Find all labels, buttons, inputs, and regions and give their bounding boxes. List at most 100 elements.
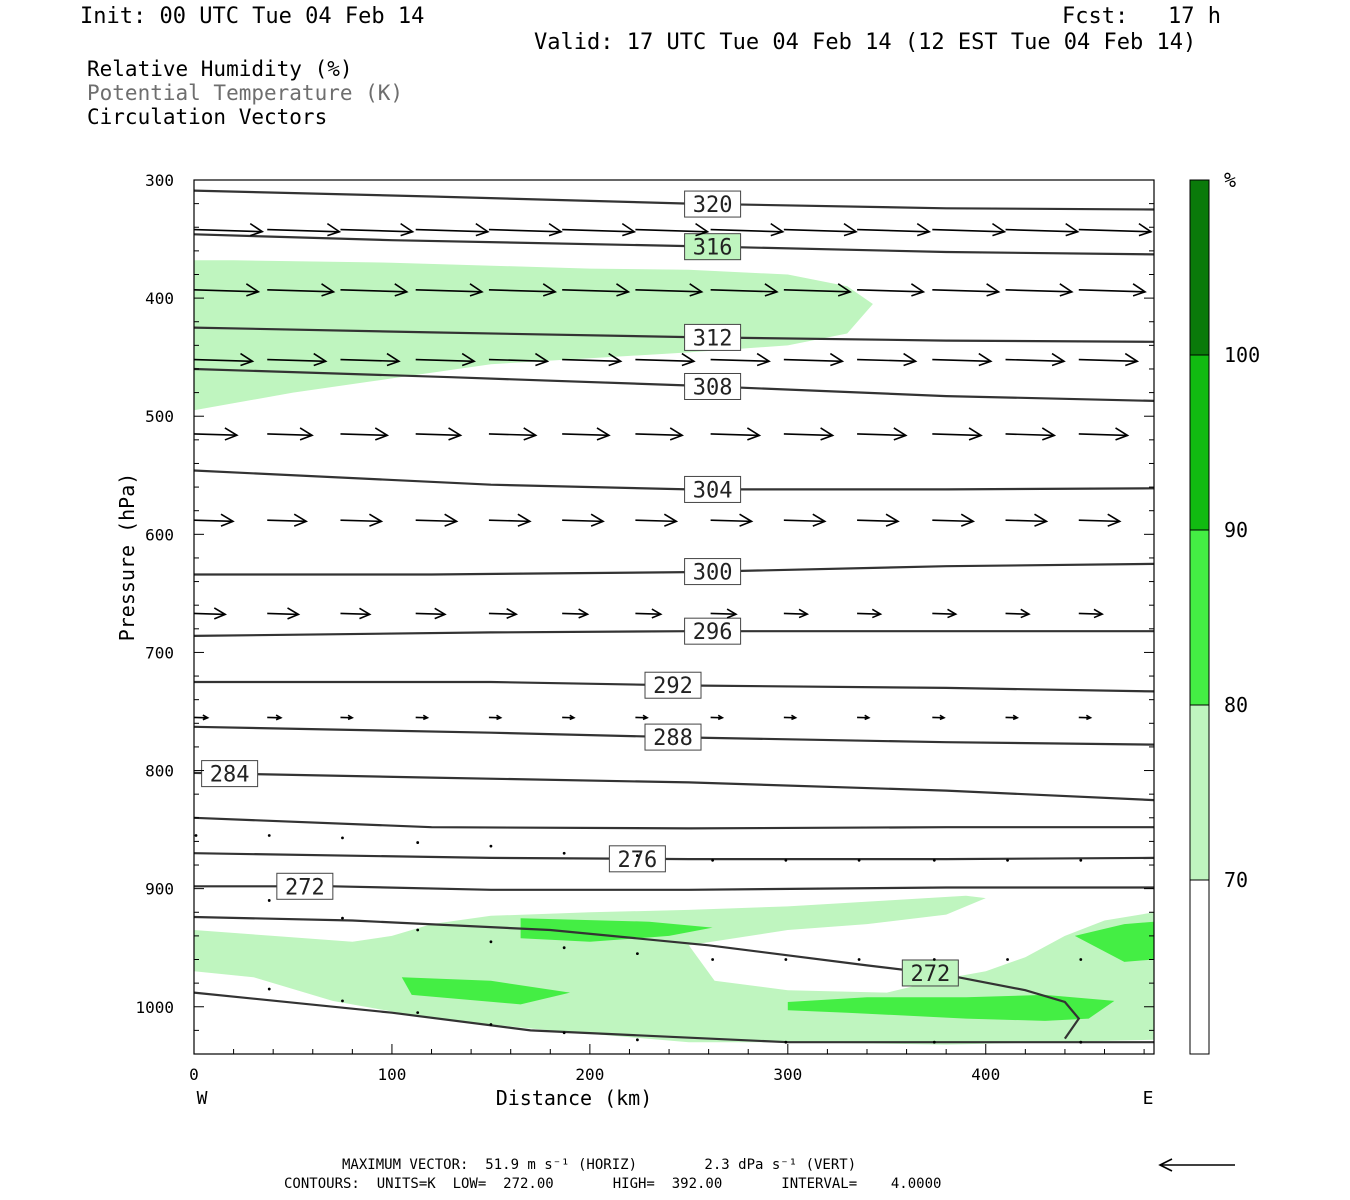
vector-arrow xyxy=(488,519,530,523)
contour-label: 272 xyxy=(910,962,950,987)
contour-label: 316 xyxy=(693,236,733,261)
vector-arrow xyxy=(1005,228,1078,233)
colorbar-label: 90 xyxy=(1224,518,1248,542)
vector-arrow-head xyxy=(542,283,558,297)
vector-arrow-head xyxy=(1132,283,1147,297)
vector-arrow xyxy=(415,433,461,437)
vector-arrow xyxy=(340,289,407,293)
y-tick-label: 800 xyxy=(145,762,174,781)
vector-arrow-head xyxy=(249,222,265,237)
vector-arrow xyxy=(340,358,399,363)
x-end-label-east: E xyxy=(1143,1088,1154,1109)
rh-region-80 xyxy=(520,918,713,942)
theta-contour-line xyxy=(193,771,1155,802)
vector-arrow-head xyxy=(947,608,958,619)
colorbar-label: 100 xyxy=(1224,343,1260,367)
vector-arrow-head xyxy=(359,607,372,620)
vector-arrow xyxy=(783,358,843,363)
vector-arrow xyxy=(1078,289,1146,293)
vector-dot xyxy=(489,940,493,944)
vector-arrow-head xyxy=(986,283,1001,297)
vector-arrow-head xyxy=(992,222,1007,237)
vector-arrow xyxy=(1078,433,1128,437)
vector-arrow xyxy=(415,519,457,523)
vector-dot xyxy=(636,1038,639,1042)
vector-dot xyxy=(562,851,566,855)
vector-arrow-head xyxy=(224,427,239,441)
vector-dot xyxy=(1006,858,1009,862)
theta-contour-line xyxy=(193,852,1155,861)
vector-arrow xyxy=(340,612,370,616)
vector-arrow-head xyxy=(968,427,983,441)
vector-arrow-head xyxy=(523,427,538,441)
vector-arrow-head xyxy=(475,222,490,237)
vector-arrow-head xyxy=(1107,513,1122,527)
vector-arrow-head xyxy=(885,513,900,527)
vector-arrow xyxy=(635,228,708,233)
contour-label-box xyxy=(201,760,259,788)
vector-arrow xyxy=(932,519,974,523)
vector-dot xyxy=(416,841,420,844)
vector-arrow-head xyxy=(220,513,235,527)
vector-dot xyxy=(562,946,566,950)
contour-label: 300 xyxy=(693,561,733,586)
contour-label: 312 xyxy=(693,326,733,351)
vector-arrow-head xyxy=(746,427,762,441)
vector-arrow xyxy=(193,612,226,616)
vector-arrow-head xyxy=(578,608,590,619)
valid-time: Valid: 17 UTC Tue 04 Feb 14 (12 EST Tue … xyxy=(534,30,1197,55)
vector-dot xyxy=(932,958,936,961)
contour-label: 292 xyxy=(653,674,693,699)
colorbar-segment xyxy=(1189,179,1210,356)
vector-arrow-head xyxy=(240,352,255,367)
vector-arrow-head xyxy=(681,352,696,367)
vector-arrow xyxy=(635,289,702,293)
vector-arrow-head xyxy=(434,607,447,620)
vector-arrow xyxy=(783,612,808,615)
vector-dot xyxy=(1006,958,1009,961)
legend-rh: Relative Humidity (%) xyxy=(87,57,353,81)
vector-arrow-head xyxy=(739,513,754,527)
y-tick-label: 300 xyxy=(145,171,174,190)
vector-arrow xyxy=(267,289,334,293)
vector-arrow xyxy=(562,612,588,616)
theta-contour-line xyxy=(193,630,1154,637)
vector-arrow xyxy=(710,289,777,293)
colorbar-segment xyxy=(1189,704,1210,881)
vector-arrow xyxy=(1005,433,1055,437)
colorbar-unit: % xyxy=(1224,168,1236,192)
vector-arrow-head xyxy=(717,714,725,721)
contour-label: 308 xyxy=(693,375,733,400)
y-tick-label: 500 xyxy=(145,407,174,426)
vector-arrow xyxy=(415,358,475,363)
vector-arrow-head xyxy=(689,283,704,297)
vector-arrow-head xyxy=(642,714,649,721)
vector-arrow-head xyxy=(1085,714,1093,721)
vector-arrow-head xyxy=(695,222,710,237)
vector-arrow-head xyxy=(313,352,328,367)
y-tick-label: 1000 xyxy=(135,998,174,1017)
reference-vector-head xyxy=(1158,1158,1173,1172)
vector-dot xyxy=(194,834,198,837)
vector-arrow-head xyxy=(422,714,430,721)
contour-label-box xyxy=(901,959,959,987)
vector-dot xyxy=(1079,1040,1083,1044)
vector-arrow xyxy=(193,289,259,293)
vector-dot xyxy=(784,858,788,862)
vector-arrow xyxy=(562,228,635,233)
x-tick-label: 0 xyxy=(189,1065,199,1084)
vector-arrow-head xyxy=(764,283,779,297)
y-axis-label: Pressure (hPa) xyxy=(115,473,139,642)
vector-arrow-head xyxy=(910,283,926,297)
contour-label-box xyxy=(644,723,702,751)
x-tick-label: 300 xyxy=(773,1065,802,1084)
vector-arrow-head xyxy=(616,283,631,297)
vector-arrow-head xyxy=(275,714,283,721)
vector-arrow xyxy=(193,519,234,523)
vector-dot xyxy=(562,1031,566,1035)
vector-arrow xyxy=(932,433,982,437)
vector-arrow xyxy=(783,433,833,437)
forecast-hour: Fcst: 17 h xyxy=(1062,4,1221,29)
y-tick-label: 700 xyxy=(145,643,174,662)
vector-arrow xyxy=(857,519,899,523)
